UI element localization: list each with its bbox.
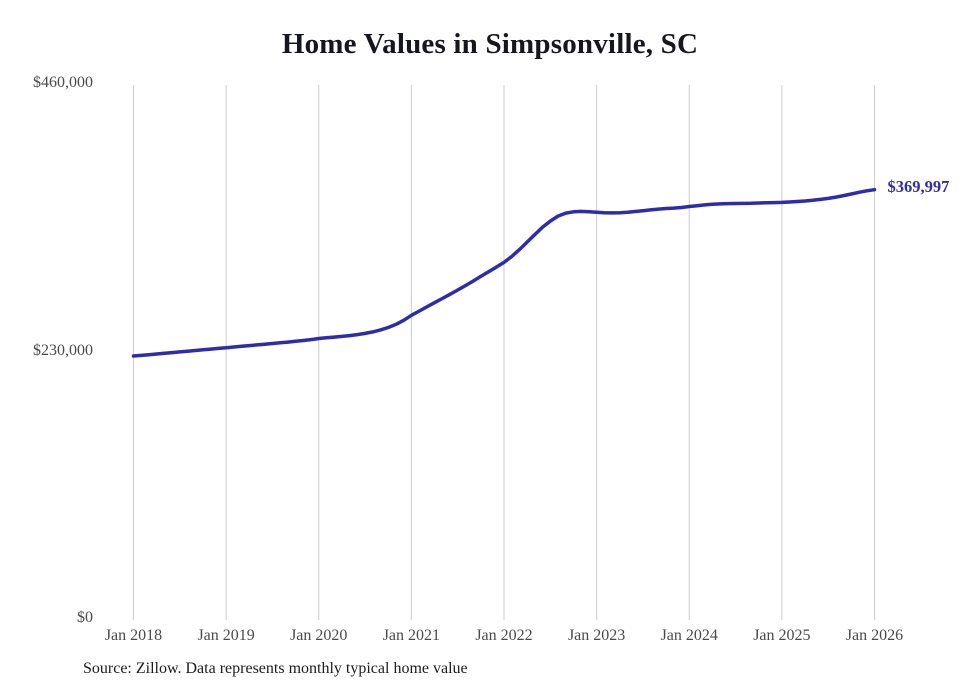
home-value-line — [131, 187, 877, 358]
x-axis-tick-label: Jan 2022 — [475, 627, 533, 644]
x-axis-tick-label: Jan 2020 — [290, 627, 348, 644]
x-axis-tick-label: Jan 2025 — [753, 627, 811, 644]
x-axis-tick-label: Jan 2018 — [104, 627, 163, 644]
x-axis-tick-label: Jan 2024 — [660, 627, 718, 644]
x-axis-tick-label: Jan 2023 — [567, 627, 626, 644]
x-axis-tick-label: Jan 2019 — [197, 627, 255, 644]
y-axis-tick-label: $460,000 — [33, 74, 93, 91]
x-axis-tick-label: Jan 2026 — [845, 627, 904, 644]
chart-title: Home Values in Simpsonville, SC — [281, 28, 699, 60]
current-value-label: $369,997 — [887, 176, 950, 196]
y-axis-tick-label: $230,000 — [33, 341, 93, 359]
x-axis-tick-label: Jan 2021 — [382, 627, 441, 644]
y-axis-tick-label: $0 — [77, 609, 93, 626]
source-note: Source: Zillow. Data represents monthly … — [83, 660, 468, 677]
